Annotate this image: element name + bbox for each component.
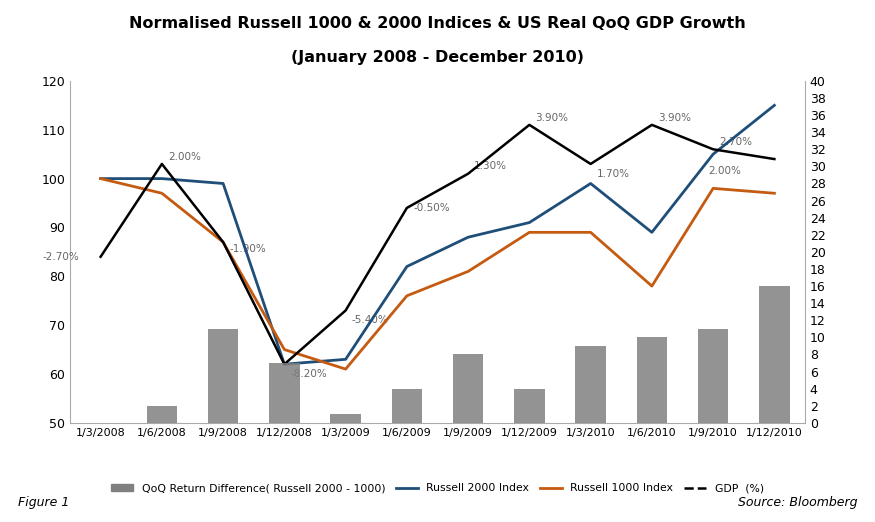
Legend: QoQ Return Difference( Russell 2000 - 1000), Russell 2000 Index, Russell 1000 In: QoQ Return Difference( Russell 2000 - 10…	[107, 479, 768, 498]
Bar	[698, 329, 728, 423]
Text: 2.70%: 2.70%	[719, 137, 752, 147]
GDP  (%)	[647, 122, 657, 128]
Bar	[331, 414, 361, 423]
Bar	[576, 346, 605, 423]
Line: Russell 1000 Index: Russell 1000 Index	[101, 179, 774, 369]
Text: Normalised Russell 1000 & 2000 Indices & US Real QoQ GDP Growth: Normalised Russell 1000 & 2000 Indices &…	[130, 16, 746, 31]
Text: 1.30%: 1.30%	[474, 161, 508, 171]
Text: -1.90%: -1.90%	[229, 244, 266, 254]
Russell 1000 Index	[647, 283, 657, 289]
Text: Figure 1: Figure 1	[18, 496, 69, 509]
Russell 2000 Index	[95, 175, 106, 182]
Russell 1000 Index	[524, 229, 535, 235]
Bar	[208, 329, 238, 423]
Text: -2.70%: -2.70%	[42, 252, 80, 262]
Bar	[637, 337, 668, 423]
Text: 1.70%: 1.70%	[597, 169, 630, 179]
Russell 1000 Index	[340, 366, 351, 372]
Russell 2000 Index	[402, 264, 412, 270]
Bar	[760, 286, 790, 423]
Russell 1000 Index	[585, 229, 596, 235]
GDP  (%)	[95, 254, 106, 260]
GDP  (%)	[463, 171, 473, 177]
Bar	[453, 354, 483, 423]
Bar	[270, 363, 299, 423]
Bar	[147, 406, 177, 423]
Russell 1000 Index	[279, 347, 290, 353]
Russell 2000 Index	[708, 151, 718, 157]
Bar	[392, 388, 423, 423]
Russell 2000 Index	[157, 175, 167, 182]
Russell 2000 Index	[524, 219, 535, 226]
Russell 2000 Index	[585, 181, 596, 187]
GDP  (%)	[585, 161, 596, 167]
Text: -5.40%: -5.40%	[352, 315, 388, 325]
GDP  (%)	[279, 361, 290, 367]
Text: Source: Bloomberg: Source: Bloomberg	[738, 496, 858, 509]
Russell 1000 Index	[218, 239, 228, 245]
Russell 1000 Index	[769, 190, 780, 196]
Text: (January 2008 - December 2010): (January 2008 - December 2010)	[291, 50, 584, 65]
Text: -0.50%: -0.50%	[413, 203, 450, 213]
Text: 2.00%: 2.00%	[708, 167, 740, 176]
Russell 1000 Index	[95, 175, 106, 182]
GDP  (%)	[769, 156, 780, 162]
GDP  (%)	[524, 122, 535, 128]
Russell 2000 Index	[463, 234, 473, 240]
Russell 2000 Index	[218, 181, 228, 187]
GDP  (%)	[157, 161, 167, 167]
Russell 1000 Index	[157, 190, 167, 196]
GDP  (%)	[708, 146, 718, 152]
Line: GDP  (%): GDP (%)	[101, 125, 774, 364]
GDP  (%)	[402, 205, 412, 211]
Russell 2000 Index	[279, 361, 290, 367]
Text: 3.90%: 3.90%	[536, 113, 569, 123]
GDP  (%)	[340, 307, 351, 314]
Russell 2000 Index	[340, 356, 351, 362]
Text: -8.20%: -8.20%	[290, 369, 327, 379]
Russell 1000 Index	[708, 185, 718, 192]
Russell 2000 Index	[769, 102, 780, 109]
Russell 1000 Index	[463, 268, 473, 275]
Line: Russell 2000 Index: Russell 2000 Index	[101, 105, 774, 364]
Russell 1000 Index	[402, 293, 412, 299]
Text: 3.90%: 3.90%	[658, 113, 691, 123]
Russell 2000 Index	[647, 229, 657, 235]
Text: 2.00%: 2.00%	[168, 151, 201, 162]
Bar	[514, 388, 544, 423]
GDP  (%)	[218, 239, 228, 245]
